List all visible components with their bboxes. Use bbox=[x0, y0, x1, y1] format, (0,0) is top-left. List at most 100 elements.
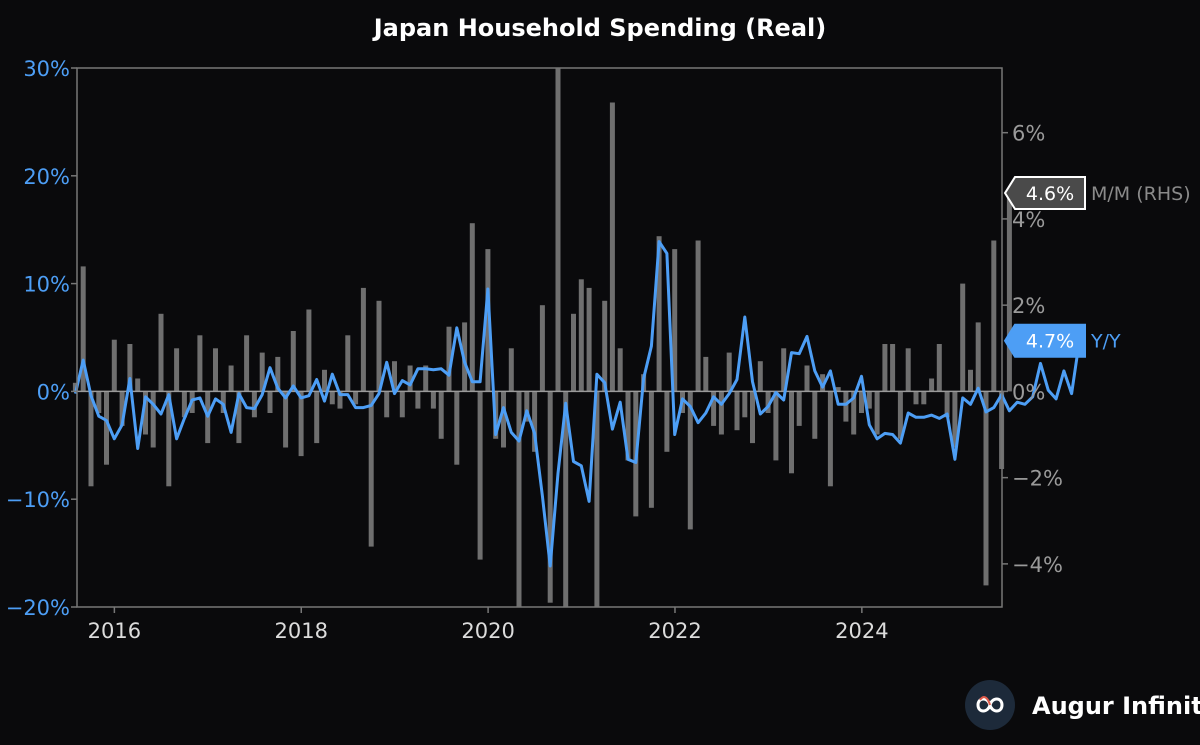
infinity-symbol bbox=[976, 697, 1004, 713]
mm-bar bbox=[236, 391, 242, 444]
mm-bar bbox=[485, 249, 491, 392]
mm-bar bbox=[539, 305, 545, 392]
mm-bar bbox=[555, 68, 561, 392]
mm-bar bbox=[952, 391, 958, 448]
x-tick-label: 2018 bbox=[275, 619, 328, 643]
mm-bar bbox=[929, 378, 935, 392]
right-tick-label: 2% bbox=[1012, 294, 1045, 318]
left-tick-label: −10% bbox=[6, 488, 70, 512]
mm-bar bbox=[625, 391, 631, 461]
mm-bar bbox=[874, 391, 880, 435]
mm-bar bbox=[415, 391, 421, 409]
mm-bar bbox=[469, 223, 475, 392]
mm-bar bbox=[88, 391, 94, 487]
mm-bar bbox=[960, 283, 966, 392]
mm-bar bbox=[703, 356, 709, 392]
mm-bar bbox=[399, 391, 405, 418]
end-label-yy: 4.7% Y/Y bbox=[1003, 323, 1121, 358]
right-tick-label: 4% bbox=[1012, 208, 1045, 232]
mm-bar bbox=[617, 348, 623, 392]
mm-bar bbox=[711, 391, 717, 426]
left-tick-label: −20% bbox=[6, 596, 70, 620]
mm-bar bbox=[322, 369, 327, 392]
mm-bar bbox=[757, 361, 763, 392]
mm-bar bbox=[423, 365, 429, 392]
mm-bar bbox=[944, 391, 950, 418]
mm-bar bbox=[742, 391, 748, 418]
mm-bar bbox=[664, 391, 670, 452]
mm-bar bbox=[991, 240, 997, 392]
mm-bar bbox=[353, 391, 359, 405]
mm-bar bbox=[438, 391, 444, 439]
mm-bar bbox=[968, 369, 973, 392]
mm-bar bbox=[80, 266, 86, 392]
mm-bar bbox=[750, 391, 755, 444]
mm-bar bbox=[275, 356, 281, 392]
mm-bar bbox=[882, 344, 888, 392]
mm-bar bbox=[897, 391, 903, 439]
mm-bar bbox=[773, 391, 779, 461]
mm-bar bbox=[143, 391, 148, 435]
mm-bar bbox=[734, 391, 740, 431]
mm-bar bbox=[213, 348, 218, 392]
plot-frame bbox=[76, 67, 1003, 608]
mm-bar bbox=[718, 391, 724, 435]
mm-bar bbox=[687, 391, 693, 530]
mm-bar bbox=[119, 391, 125, 426]
yy-line bbox=[73, 240, 1081, 568]
mm-bar bbox=[104, 391, 109, 465]
mm-bar bbox=[820, 374, 826, 392]
end-label-value: 4.7% bbox=[1026, 331, 1074, 353]
end-label-series-name: M/M (RHS) bbox=[1091, 183, 1191, 205]
mm-bar bbox=[220, 391, 226, 413]
mm-bar bbox=[127, 344, 133, 392]
mm-bar bbox=[96, 391, 102, 413]
chart-title: Japan Household Spending (Real) bbox=[372, 14, 826, 42]
mm-bar bbox=[407, 365, 413, 392]
mm-bar bbox=[578, 279, 584, 392]
mm-bar bbox=[430, 391, 436, 409]
mm-bar bbox=[158, 313, 164, 392]
yy-line-path bbox=[73, 240, 1081, 568]
mm-bar bbox=[135, 378, 141, 392]
x-tick-label: 2016 bbox=[88, 619, 141, 643]
mm-bar bbox=[586, 287, 592, 392]
mm-bar bbox=[827, 391, 833, 487]
mm-bar bbox=[384, 391, 390, 418]
brand-name: Augur Infinity bbox=[1032, 692, 1200, 720]
mm-bar bbox=[695, 240, 701, 392]
brand-logo: Augur Infinity bbox=[965, 680, 1200, 730]
mm-bar bbox=[851, 391, 857, 435]
x-tick-label: 2022 bbox=[648, 619, 701, 643]
mm-bar bbox=[921, 391, 927, 405]
mm-bar bbox=[789, 391, 794, 474]
mm-bar bbox=[781, 348, 787, 392]
mm-bar bbox=[571, 313, 576, 392]
x-tick-label: 2024 bbox=[835, 619, 888, 643]
mm-bar bbox=[843, 391, 849, 422]
mm-bar bbox=[859, 391, 864, 413]
right-tick-label: −4% bbox=[1012, 553, 1063, 577]
mm-bar bbox=[983, 391, 989, 586]
right-axis-ticks: 6% 4% 2% 0% −2% −4% bbox=[1002, 122, 1063, 577]
left-axis-ticks: 30% 20% 10% 0% −10% −20% bbox=[6, 57, 77, 620]
mm-bar bbox=[306, 309, 312, 392]
mm-bar bbox=[166, 391, 172, 487]
mm-bar bbox=[524, 391, 530, 422]
mm-bar bbox=[259, 352, 265, 392]
mm-bar bbox=[181, 391, 187, 418]
end-label-mmrhs: 4.6% M/M (RHS) bbox=[1003, 176, 1191, 211]
mm-bar bbox=[547, 391, 553, 603]
mm-bar bbox=[174, 348, 180, 392]
mm-bar bbox=[376, 300, 382, 392]
mm-bar bbox=[150, 391, 156, 448]
end-label-series-name: Y/Y bbox=[1090, 331, 1121, 353]
left-tick-label: 10% bbox=[23, 273, 70, 297]
mm-bar bbox=[360, 287, 366, 392]
mm-bar bbox=[648, 391, 654, 508]
mm-bar bbox=[477, 391, 483, 560]
end-label-value: 4.6% bbox=[1026, 183, 1074, 205]
mm-bar bbox=[508, 348, 514, 392]
